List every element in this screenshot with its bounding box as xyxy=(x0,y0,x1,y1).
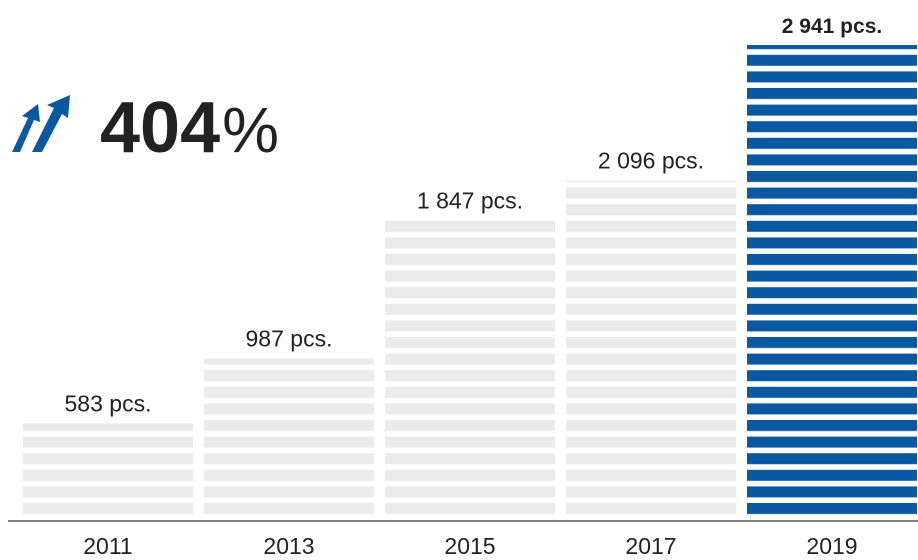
bar xyxy=(385,220,555,517)
growth-suffix: % xyxy=(222,94,279,166)
bar xyxy=(23,423,193,517)
bar xyxy=(566,180,736,517)
x-tick-label: 2011 xyxy=(83,533,132,559)
x-tick-label: 2013 xyxy=(263,533,314,559)
x-tick-label: 2017 xyxy=(625,533,676,559)
value-label: 583 pcs. xyxy=(65,390,152,416)
growth-number: 404 xyxy=(100,88,220,168)
bar xyxy=(747,45,917,517)
bar xyxy=(204,358,374,517)
value-label: 2 941 pcs. xyxy=(782,15,882,38)
value-label: 2 096 pcs. xyxy=(598,148,704,174)
x-tick-label: 2015 xyxy=(444,533,495,559)
growth-icon xyxy=(12,95,70,152)
value-label: 1 847 pcs. xyxy=(417,188,523,214)
x-tick-label: 2019 xyxy=(806,533,857,559)
value-label: 987 pcs. xyxy=(246,326,333,352)
